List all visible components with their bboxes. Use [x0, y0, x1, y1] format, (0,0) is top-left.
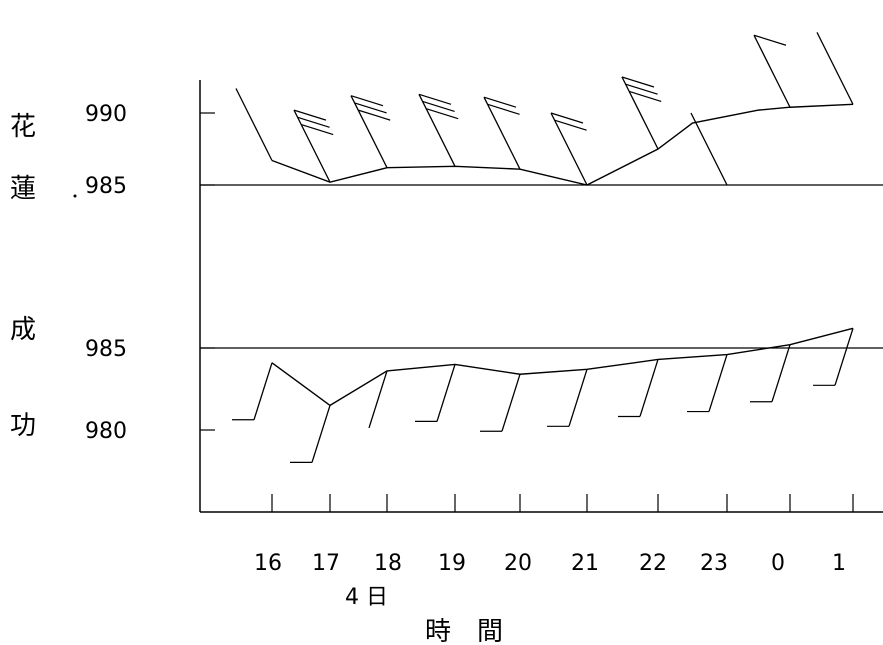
panel-2-wind-staff-16	[254, 363, 272, 420]
panel-2-pressure-line	[272, 328, 853, 405]
date-label: 4 日	[345, 585, 388, 610]
panel-2-wind-staff-1	[835, 328, 853, 385]
x-tick-label-0: 0	[771, 551, 785, 576]
x-tick-label-16: 16	[254, 551, 282, 576]
x-tick-label-18: 18	[374, 551, 402, 576]
panel-1-wind-staff-0	[754, 35, 790, 107]
panel-1-y-tick-label-985: 985	[85, 174, 127, 199]
panel-2-station-char: 功	[10, 411, 36, 441]
x-tick-label-22: 22	[639, 551, 667, 576]
panel-2-wind-staff-20	[502, 374, 520, 431]
panel-2-wind-staff-19	[437, 364, 455, 421]
chart-marks	[74, 32, 854, 462]
x-tick-label-17: 17	[312, 551, 340, 576]
panel-1-wind-staff-20	[484, 97, 520, 169]
x-tick-label-20: 20	[504, 551, 532, 576]
panel-1-wind-staff-23	[691, 113, 727, 185]
panel-2-wind-staff-21	[569, 369, 587, 426]
panel-1-y-tick-label-990: 990	[85, 102, 127, 127]
panel-2-wind-staff-22	[640, 359, 658, 416]
panel-1-station-char: 花	[10, 112, 36, 142]
panel-1-wind-staff-18	[351, 96, 387, 168]
panel-1-wind-staff-22	[622, 77, 658, 149]
decorative-dot	[74, 195, 77, 198]
panel-1-station-char: 蓮	[10, 174, 36, 204]
chart-axes	[200, 80, 883, 512]
panel-1-wind-staff-21	[551, 113, 587, 185]
panel-2-wind-staff-0	[772, 345, 790, 402]
panel-1-wind-staff-19	[419, 94, 455, 166]
panel-2-wind-staff-23	[709, 355, 727, 412]
x-axis-label: 時 間	[425, 617, 503, 645]
panel-1-wind-staff-16	[236, 89, 272, 161]
x-tick-label-23: 23	[700, 551, 728, 576]
x-tick-label-19: 19	[438, 551, 466, 576]
panel-2-y-tick-label-985: 985	[85, 337, 127, 362]
panel-2-y-tick-label-980: 980	[85, 419, 127, 444]
panel-2-wind-staff-17	[312, 405, 330, 462]
x-tick-label-1: 1	[832, 551, 846, 576]
x-tick-label-21: 21	[571, 551, 599, 576]
panel-1-wind-staff-1	[817, 32, 853, 104]
panel-2-station-char: 成	[10, 315, 36, 345]
